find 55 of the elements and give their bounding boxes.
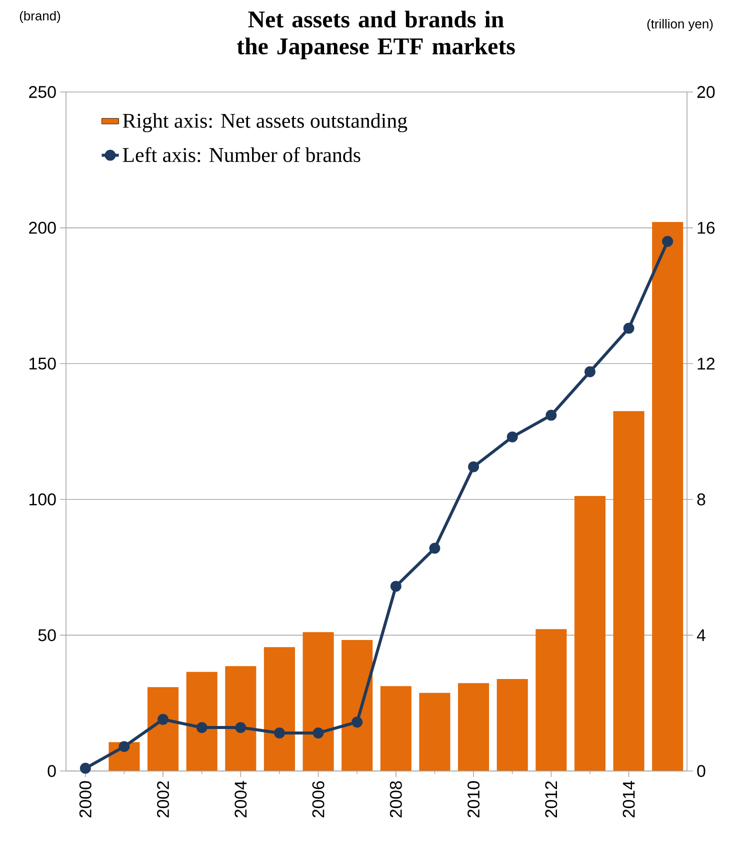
bar: [225, 666, 256, 771]
bar: [652, 222, 684, 771]
bar: [536, 629, 567, 771]
chart-title: Net assets and brands in the Japanese ETF markets: [236, 10, 515, 60]
legend-label: Left axis: Number of brands: [122, 147, 360, 162]
point: [352, 716, 363, 728]
y-tick-label: 0: [48, 765, 56, 777]
bar: [380, 686, 412, 771]
x-tick-label: 2010: [468, 781, 480, 818]
y2-axis-title: (trillion yen): [647, 18, 713, 32]
x-tick-label: 2012: [545, 781, 558, 818]
bar: [458, 683, 490, 771]
y2-tick-label: 8: [697, 493, 706, 506]
point: [468, 461, 480, 472]
point: [158, 714, 169, 725]
point: [623, 322, 634, 334]
x-tick-label: 2006: [312, 781, 324, 818]
point: [312, 727, 324, 738]
point: [429, 542, 440, 554]
y-tick-label: 150: [30, 358, 56, 370]
bar: [496, 678, 528, 771]
point: [546, 410, 557, 421]
bar: [419, 692, 450, 771]
y2-tick-label: 0: [697, 765, 706, 777]
point: [390, 580, 402, 592]
bar: [302, 632, 334, 771]
bar: [574, 496, 606, 771]
y-tick-label: 200: [29, 222, 56, 234]
y2-tick-label: 12: [698, 358, 714, 370]
y2-tick-label: 16: [698, 222, 715, 234]
point: [196, 722, 208, 734]
bar: [264, 647, 295, 771]
bar: [342, 640, 373, 771]
x-tick-label: 2000: [79, 781, 92, 818]
point: [118, 741, 130, 752]
y2-tick-label: 20: [697, 86, 715, 98]
y-tick-label: 100: [30, 493, 56, 506]
x-tick-label: 2004: [234, 781, 247, 818]
y-tick-label: 250: [29, 86, 56, 98]
bar: [186, 672, 218, 771]
x-tick-label: 2014: [622, 781, 635, 818]
legend-label: Right axis: Net assets outstanding: [122, 113, 408, 132]
point: [506, 431, 518, 442]
y-tick-label: 50: [38, 629, 56, 642]
point: [80, 762, 91, 774]
point: [274, 727, 285, 738]
point: [662, 236, 674, 247]
x-tick-label: 2008: [390, 781, 402, 818]
bar: [613, 411, 644, 771]
x-tick-label: 2002: [157, 781, 170, 818]
y2-tick-label: 4: [696, 629, 706, 642]
point: [584, 366, 596, 378]
point: [235, 722, 246, 734]
y-axis-title: (brand): [20, 10, 60, 24]
bar: [148, 687, 179, 771]
